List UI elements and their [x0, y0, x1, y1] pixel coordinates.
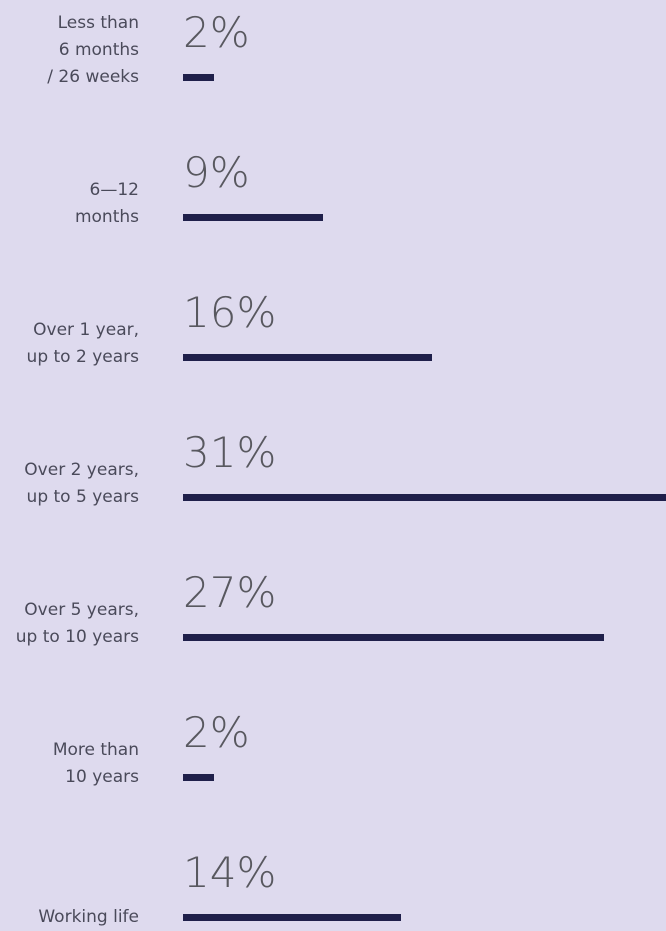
bar	[183, 634, 604, 641]
category-label: Over 5 years, up to 10 years	[15, 600, 139, 647]
bar	[183, 774, 215, 781]
value-label: 2%	[183, 8, 250, 57]
value-label: 2%	[183, 708, 250, 757]
category-label: Working life	[38, 907, 139, 927]
bar	[183, 494, 666, 501]
value-label: 14%	[183, 848, 277, 897]
category-label: 6—12 months	[74, 180, 139, 227]
value-label: 31%	[183, 428, 277, 477]
category-label: Over 1 year, up to 2 years	[26, 320, 139, 367]
bar	[183, 214, 324, 221]
bar	[183, 74, 215, 81]
bar	[183, 914, 402, 921]
value-label: 16%	[183, 288, 277, 337]
value-label: 9%	[183, 148, 250, 197]
category-label: Less than 6 months / 26 weeks	[47, 13, 139, 87]
category-label: More than 10 years	[52, 740, 139, 787]
value-label: 27%	[183, 568, 277, 617]
bar	[183, 354, 433, 361]
category-label: Over 2 years, up to 5 years	[24, 460, 139, 507]
